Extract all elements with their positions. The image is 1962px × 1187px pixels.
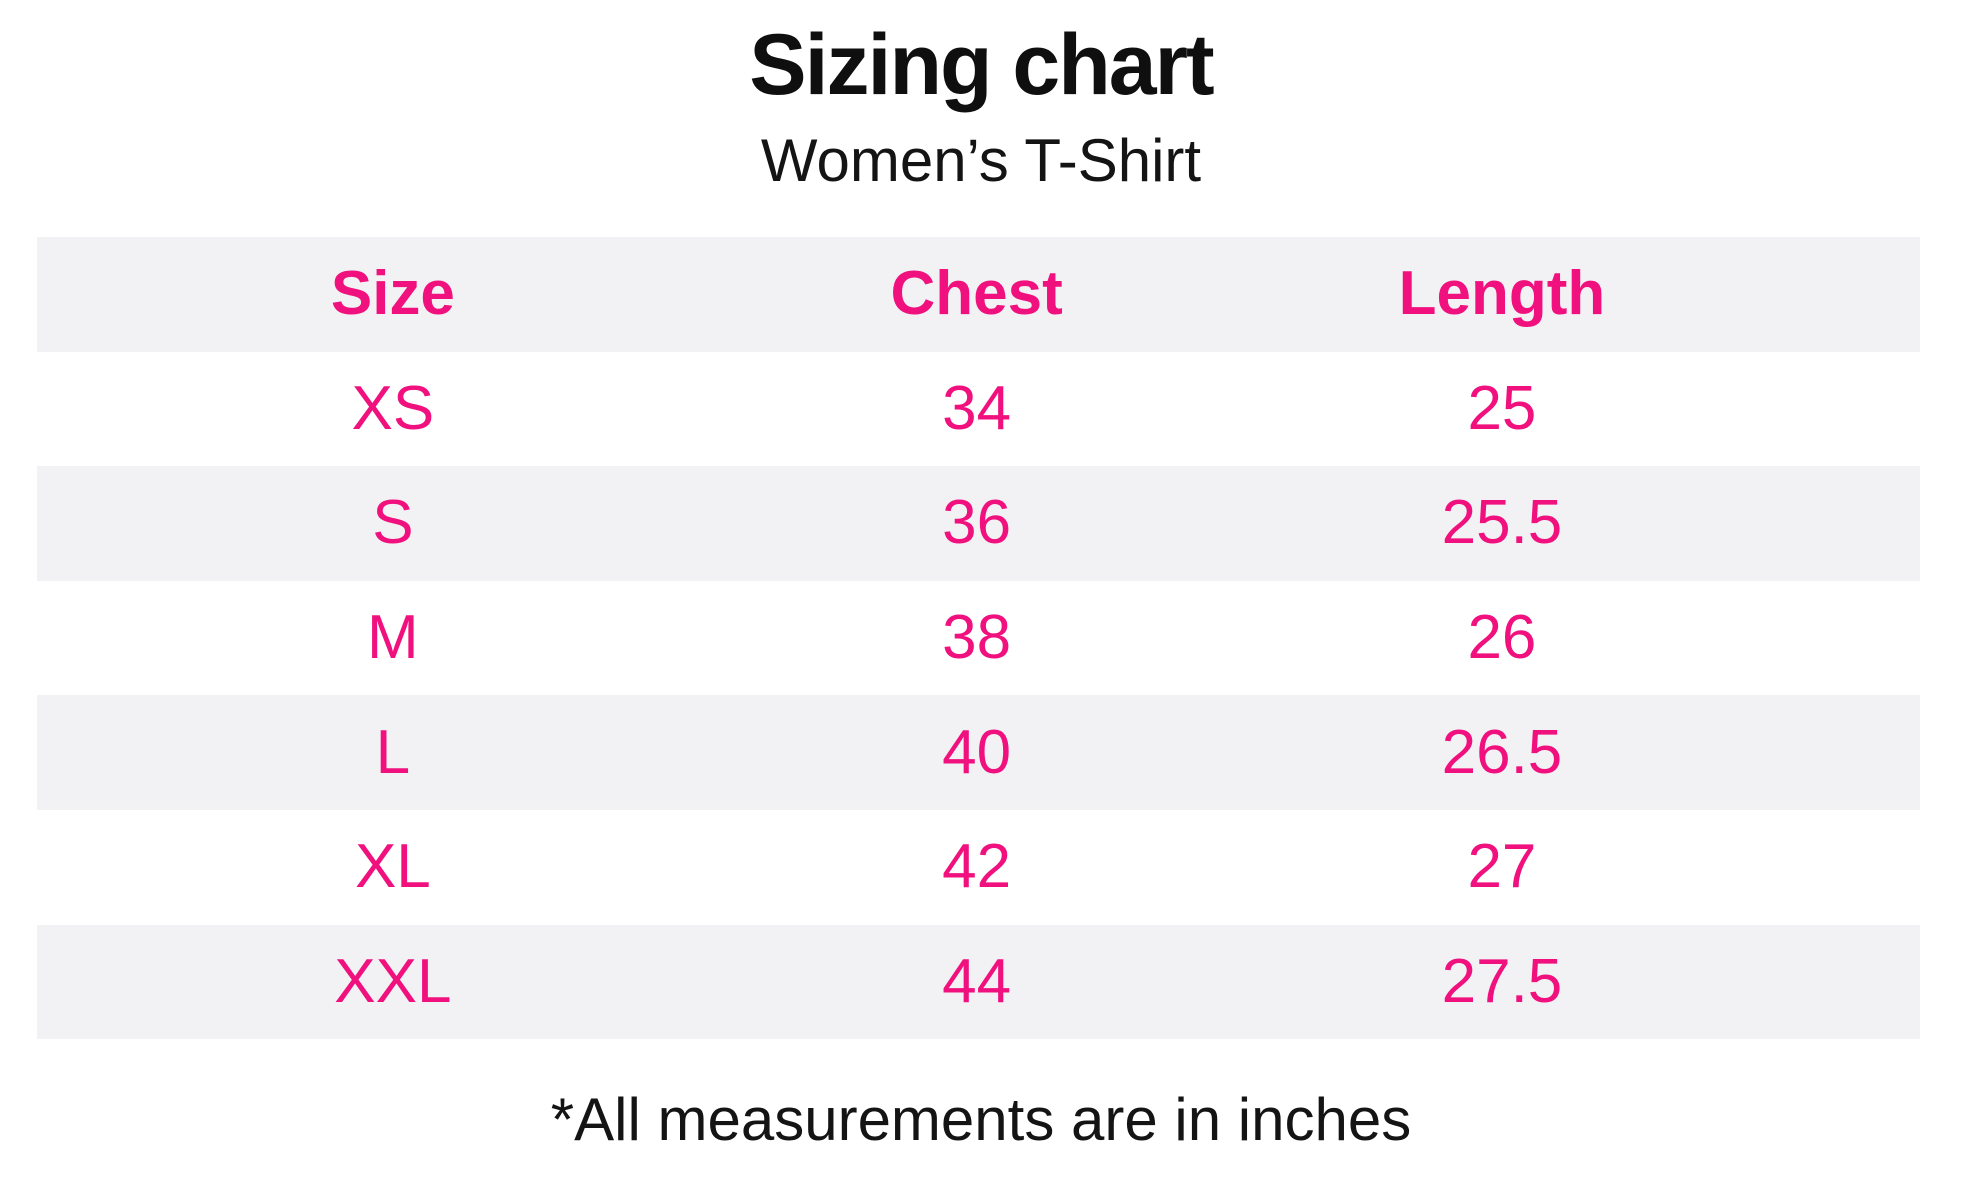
length-cell: 27 — [1467, 832, 1537, 902]
size-cell: XS — [351, 373, 435, 443]
page-subtitle: Women’s T-Shirt — [760, 127, 1202, 194]
chest-cell: 38 — [942, 603, 1012, 673]
table-header-row: Size Chest Length — [37, 237, 1920, 352]
length-cell: 26 — [1467, 603, 1537, 673]
chest-cell: 44 — [942, 946, 1012, 1016]
table-row-xl: XL 42 27 — [37, 810, 1920, 925]
size-cell: XXL — [334, 946, 452, 1016]
length-cell: 25 — [1467, 373, 1537, 443]
table-row-l: L 40 26.5 — [37, 695, 1920, 810]
page-title: Sizing chart — [749, 17, 1214, 113]
size-cell: L — [375, 717, 411, 787]
size-cell: XL — [354, 832, 431, 902]
column-header-length: Length — [1398, 259, 1606, 329]
length-cell: 25.5 — [1441, 488, 1563, 558]
measurements-footnote: *All measurements are in inches — [550, 1086, 1412, 1153]
length-cell: 27.5 — [1441, 946, 1563, 1016]
column-header-size: Size — [330, 259, 455, 329]
chest-cell: 34 — [942, 373, 1012, 443]
table-row-m: M 38 26 — [37, 581, 1920, 696]
table-row-xxl: XXL 44 27.5 — [37, 924, 1920, 1040]
chest-cell: 40 — [942, 717, 1012, 787]
size-cell: M — [367, 603, 419, 673]
table-row-s: S 36 25.5 — [37, 466, 1920, 581]
chest-cell: 42 — [942, 832, 1012, 902]
sizing-table: Size Chest Length XS 34 25 S 36 25.5 M 3… — [37, 237, 1920, 1040]
table-row-xs: XS 34 25 — [37, 352, 1920, 467]
size-cell: S — [372, 488, 414, 558]
column-header-chest: Chest — [890, 259, 1063, 329]
chest-cell: 36 — [942, 488, 1012, 558]
length-cell: 26.5 — [1441, 717, 1563, 787]
